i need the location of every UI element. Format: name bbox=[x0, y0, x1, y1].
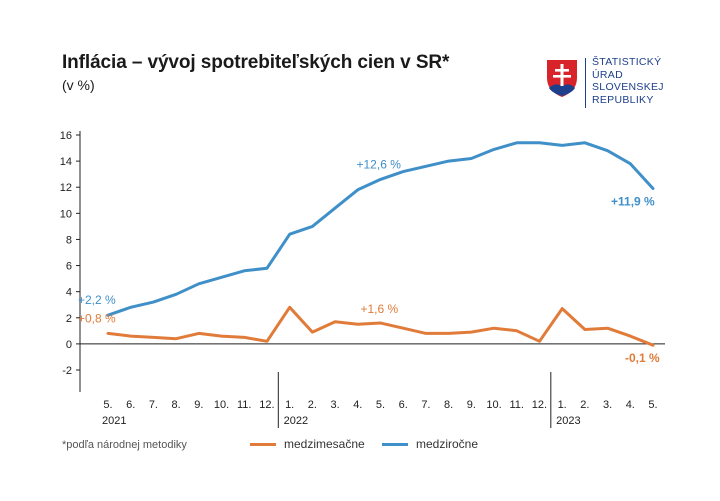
x-tick-label: 4. bbox=[353, 399, 362, 411]
x-tick-label: 7. bbox=[421, 399, 430, 411]
x-tick-label: 5. bbox=[103, 399, 112, 411]
x-tick-label: 5. bbox=[648, 399, 657, 411]
logo-line: REPUBLIKY bbox=[592, 93, 654, 106]
data-label: +0,8 % bbox=[78, 311, 116, 325]
y-tick-label: 16 bbox=[60, 130, 72, 142]
logo-line: ŠTATISTICKÝ bbox=[592, 56, 662, 68]
x-tick-label: 6. bbox=[399, 399, 408, 411]
x-tick-label: 3. bbox=[330, 399, 339, 411]
slovak-coat-of-arms-icon bbox=[547, 60, 577, 97]
y-tick-label: 2 bbox=[66, 313, 72, 325]
x-tick-label: 9. bbox=[467, 399, 476, 411]
x-tick-label: 4. bbox=[626, 399, 635, 411]
x-tick-label: 9. bbox=[194, 399, 203, 411]
legend-label-mom: medzimesačne bbox=[284, 437, 365, 451]
legend-label-yoy: medziročne bbox=[416, 437, 479, 451]
x-year-label: 2022 bbox=[284, 415, 308, 427]
y-tick-label: 6 bbox=[66, 261, 72, 273]
x-tick-label: 12. bbox=[259, 399, 274, 411]
x-tick-label: 12. bbox=[532, 399, 547, 411]
y-tick-label: 4 bbox=[66, 287, 72, 299]
logo-divider bbox=[585, 58, 586, 108]
footnote: *podľa národnej metodiky bbox=[62, 439, 187, 451]
y-tick-label: 0 bbox=[66, 339, 72, 351]
x-tick-label: 11. bbox=[510, 399, 524, 411]
data-label: +1,6 % bbox=[361, 302, 399, 316]
logo-line: ÚRAD bbox=[592, 68, 623, 81]
x-tick-label: 1. bbox=[285, 399, 294, 411]
x-tick-label: 2. bbox=[580, 399, 589, 411]
legend-swatch-mom bbox=[250, 442, 276, 446]
x-tick-label: 5. bbox=[376, 399, 385, 411]
x-tick-label: 10. bbox=[486, 399, 501, 411]
data-label: +12,6 % bbox=[357, 157, 402, 171]
chart-title: Inflácia – vývoj spotrebiteľských cien v… bbox=[62, 52, 450, 73]
x-tick-label: 2. bbox=[308, 399, 317, 411]
data-label: +11,9 % bbox=[611, 195, 655, 209]
data-label: -0,1 % bbox=[625, 351, 660, 365]
series-line-yoy bbox=[106, 141, 655, 317]
legend-swatch-yoy bbox=[382, 442, 408, 446]
logo-line: SLOVENSKEJ bbox=[592, 81, 664, 93]
x-year-label: 2023 bbox=[556, 415, 580, 427]
data-label: +2,2 % bbox=[78, 293, 116, 307]
y-tick-label: -2 bbox=[62, 365, 72, 377]
statistical-office-logo: ŠTATISTICKÝ ÚRAD SLOVENSKEJ REPUBLIKY bbox=[545, 54, 675, 108]
x-tick-label: 6. bbox=[126, 399, 135, 411]
x-tick-label: 7. bbox=[149, 399, 158, 411]
x-tick-label: 1. bbox=[558, 399, 567, 411]
x-tick-label: 10. bbox=[214, 399, 229, 411]
logo-text: ŠTATISTICKÝ ÚRAD SLOVENSKEJ REPUBLIKY bbox=[592, 56, 664, 106]
y-tick-label: 10 bbox=[60, 208, 72, 220]
chart-unit-label: (v %) bbox=[62, 77, 95, 93]
legend-item-mom: medzimesačne bbox=[250, 437, 365, 451]
x-tick-label: 8. bbox=[444, 399, 453, 411]
x-tick-label: 8. bbox=[172, 399, 181, 411]
series-line-mom bbox=[106, 305, 655, 347]
y-tick-label: 8 bbox=[66, 234, 72, 246]
x-tick-label: 11. bbox=[237, 399, 251, 411]
x-tick-label: 3. bbox=[603, 399, 612, 411]
x-year-label: 2021 bbox=[102, 415, 126, 427]
y-tick-label: 12 bbox=[60, 182, 72, 194]
legend-item-yoy: medziročne bbox=[382, 437, 478, 451]
y-tick-label: 14 bbox=[60, 156, 72, 168]
